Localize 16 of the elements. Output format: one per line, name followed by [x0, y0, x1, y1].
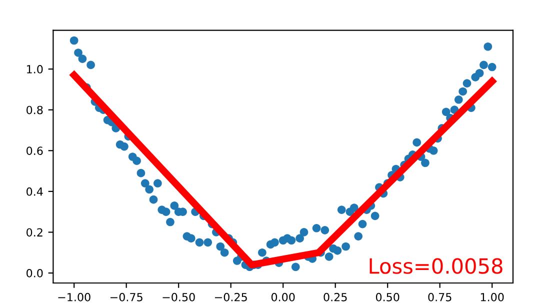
- x-tick-label: −0.50: [162, 292, 195, 302]
- x-tick-label: −0.25: [214, 292, 247, 302]
- x-tick-label: 1.00: [480, 292, 504, 302]
- x-tick-label: −0.75: [110, 292, 142, 302]
- x-tick-label: −1.00: [58, 292, 90, 302]
- y-tick-label: 0.2: [26, 228, 42, 237]
- y-tick-label: 0.0: [26, 268, 43, 278]
- y-tick-label: 1.0: [27, 65, 43, 74]
- x-tick-label: 0.25: [324, 292, 347, 302]
- x-tick-label: 0.00: [271, 292, 295, 302]
- y-tick-label: 0.8: [26, 106, 43, 114]
- y-tick-label: 0.4: [26, 187, 43, 196]
- y-tick-label: 0.6: [26, 146, 43, 156]
- annotation: Loss=0.0058: [370, 258, 502, 274]
- x-tick-label: 0.75: [428, 292, 452, 302]
- x-tick-label: 0.50: [376, 292, 400, 302]
